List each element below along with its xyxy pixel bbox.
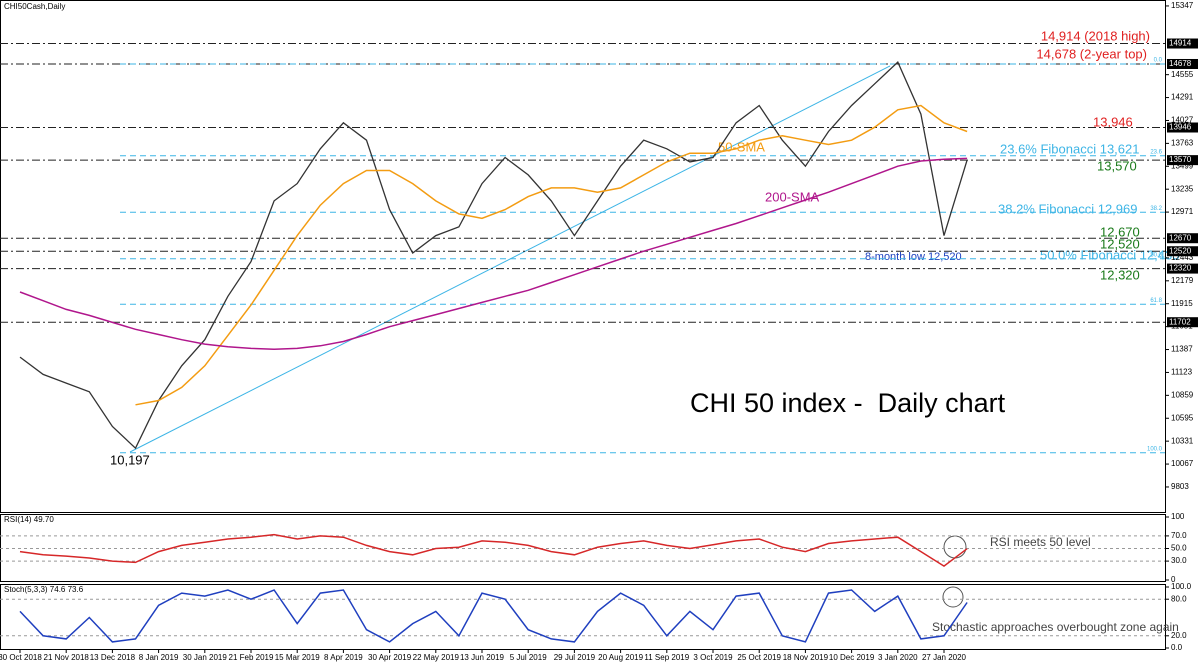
annotation: 14,678 (2-year top) (1036, 46, 1147, 61)
y-tick-label: 10331 (1171, 436, 1194, 445)
annotation: 14,914 (2018 high) (1041, 28, 1150, 43)
series-line (135, 104, 968, 406)
x-tick-label: 25 Oct 2019 (737, 653, 781, 662)
annotation: 23.6% Fibonacci 13,621 (1000, 141, 1139, 156)
x-tick-label: 8 Jan 2019 (139, 653, 179, 662)
y-tick-label: 100.0 (1171, 582, 1192, 591)
level-label: 13570 (1169, 155, 1192, 164)
fib-label: 100.0 (1147, 446, 1163, 452)
y-tick-label: 11123 (1171, 368, 1193, 377)
fib-label: 61.8 (1150, 298, 1162, 304)
annotation: Stochastic approaches overbought zone ag… (932, 620, 1179, 634)
series-line (19, 60, 968, 450)
y-tick-label: 11915 (1171, 299, 1193, 308)
level-label: 12670 (1169, 233, 1192, 242)
fib-label: 38.2 (1150, 206, 1162, 212)
y-tick-label: 50.0 (1171, 544, 1187, 553)
level-label: 13946 (1169, 123, 1192, 132)
level-label: 14914 (1169, 39, 1192, 48)
y-tick-label: 9803 (1171, 482, 1189, 491)
annotation: 38.2% Fibonacci 12,969 (998, 201, 1137, 216)
series-line (19, 533, 968, 568)
x-tick-label: 3 Oct 2019 (693, 653, 733, 662)
y-tick-label: 11387 (1171, 345, 1193, 354)
fib-label: 0.0 (1154, 58, 1163, 64)
x-tick-label: 30 Oct 2018 (0, 653, 42, 662)
x-tick-label: 29 Jul 2019 (554, 653, 596, 662)
series-line (19, 589, 968, 643)
annotation: 10,197 (110, 452, 150, 467)
chart-title: CHI50Cash,Daily (4, 2, 65, 11)
y-tick-label: 12179 (1171, 276, 1194, 285)
x-tick-label: 13 Jun 2019 (460, 653, 505, 662)
y-tick-label: 13499 (1171, 161, 1194, 170)
level-label: 11702 (1169, 317, 1191, 326)
annotation: 200-SMA (765, 189, 820, 204)
y-tick-label: 14027 (1171, 116, 1194, 125)
y-tick-label: 10859 (1171, 390, 1194, 399)
annotation: 13,946 (1093, 114, 1133, 129)
main-panel (0, 0, 1166, 513)
panel-title: RSI(14) 49.70 (4, 515, 54, 524)
y-tick-label: 30.0 (1171, 556, 1187, 565)
annotation: 13,570 (1097, 158, 1137, 173)
y-tick-label: 14291 (1171, 93, 1194, 102)
highlight-circle (942, 586, 964, 608)
x-tick-label: 18 Nov 2019 (783, 653, 829, 662)
y-tick-label: 13763 (1171, 138, 1194, 147)
panel-title: Stoch(5,3,3) 74.6 73.6 (4, 585, 84, 594)
heading: CHI 50 index - Daily chart (690, 388, 1006, 418)
y-tick-label: 100 (1171, 512, 1185, 521)
series-line (19, 157, 968, 351)
level-box (1167, 233, 1198, 244)
x-tick-label: 22 May 2019 (413, 653, 460, 662)
highlight-circle (943, 535, 967, 559)
level-label: 14678 (1169, 59, 1192, 68)
x-tick-label: 5 Jul 2019 (510, 653, 547, 662)
x-tick-label: 20 Aug 2019 (598, 653, 643, 662)
stoch-panel (0, 584, 1166, 650)
x-tick-label: 10 Dec 2019 (829, 653, 875, 662)
x-tick-label: 21 Nov 2018 (44, 653, 90, 662)
level-box (1167, 38, 1198, 49)
level-box (1167, 155, 1198, 166)
level-box (1167, 246, 1198, 257)
fib-label: 50.0 (1150, 252, 1162, 258)
annotation: RSI meets 50 level (990, 535, 1091, 549)
level-label: 12320 (1169, 264, 1192, 273)
x-tick-label: 15 Mar 2019 (275, 653, 320, 662)
x-tick-label: 30 Apr 2019 (368, 653, 412, 662)
x-tick-label: 13 Dec 2018 (90, 653, 136, 662)
level-label: 12520 (1169, 246, 1192, 255)
level-box (1167, 122, 1198, 133)
fib-label: 23.6 (1150, 149, 1162, 155)
x-tick-label: 27 Jan 2020 (922, 653, 967, 662)
y-tick-label: 20.0 (1171, 631, 1187, 640)
y-tick-label: 10067 (1171, 459, 1194, 468)
x-tick-label: 8 Apr 2019 (324, 653, 363, 662)
y-tick-label: 10595 (1171, 413, 1194, 422)
annotation: 12,320 (1100, 267, 1140, 282)
y-tick-label: 13235 (1171, 184, 1194, 193)
y-tick-label: 15347 (1171, 1, 1194, 10)
annotation: 12,670 (1100, 224, 1140, 239)
level-box (1167, 263, 1198, 274)
x-tick-label: 11 Sep 2019 (644, 653, 689, 662)
level-box (1167, 317, 1198, 328)
y-tick-label: 0 (1171, 575, 1176, 584)
y-tick-label: 12971 (1171, 207, 1194, 216)
y-tick-label: 0.0 (1171, 643, 1183, 652)
annotation: 12,520 (1100, 236, 1140, 251)
x-tick-label: 30 Jan 2019 (183, 653, 228, 662)
x-tick-label: 21 Feb 2019 (229, 653, 274, 662)
y-tick-label: 70.0 (1171, 531, 1187, 540)
annotation: 8-month low 12,520 (865, 251, 962, 263)
x-tick-label: 3 Jan 2020 (878, 653, 918, 662)
y-tick-label: 12443 (1171, 253, 1194, 262)
y-tick-label: 14555 (1171, 70, 1194, 79)
level-box (1167, 58, 1198, 69)
y-tick-label: 80.0 (1171, 594, 1187, 603)
